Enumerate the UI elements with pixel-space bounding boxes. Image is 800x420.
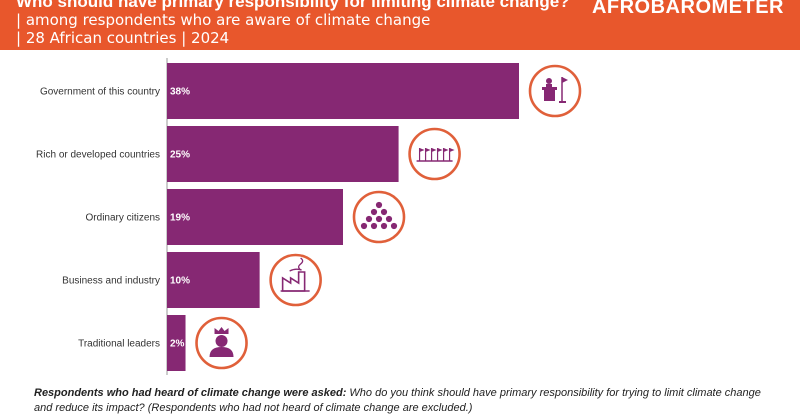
category-label: Government of this country (40, 87, 160, 98)
bar (167, 63, 519, 119)
crowd-icon (352, 190, 406, 244)
flags-row-icon (408, 127, 461, 181)
bar-chart: Government of this country 38% Rich or dev… (36, 58, 582, 375)
footnote-bold: Respondents who had heard of climate cha… (34, 387, 347, 399)
category-label: Ordinary citizens (86, 213, 160, 224)
chart-title: Who should have primary responsibility f… (16, 0, 570, 11)
brand-logo: AFROBAROMETER (591, 0, 784, 18)
category-label: Traditional leaders (78, 339, 160, 350)
value-label: 2% (170, 339, 185, 350)
bar (167, 315, 186, 371)
category-label: Business and industry (62, 276, 160, 287)
value-label: 10% (170, 276, 190, 287)
value-label: 19% (170, 213, 190, 224)
footnote-text: Who do you think should have primary res… (34, 387, 761, 414)
factory-icon (269, 253, 322, 307)
value-label: 38% (170, 87, 190, 98)
bar (167, 126, 399, 182)
category-label: Rich or developed countries (36, 150, 160, 161)
bar (167, 252, 260, 308)
chart-subtitle-1: | among respondents who are aware of cli… (16, 11, 431, 29)
value-label: 25% (170, 150, 190, 161)
footnote: Respondents who had heard of climate cha… (34, 386, 774, 416)
bar (167, 189, 343, 245)
header-banner: Who should have primary responsibility f… (0, 0, 800, 50)
chart-subtitle-2: | 28 African countries | 2024 (16, 29, 230, 47)
crowned-person-icon (195, 316, 248, 370)
podium-flag-icon (528, 64, 582, 118)
